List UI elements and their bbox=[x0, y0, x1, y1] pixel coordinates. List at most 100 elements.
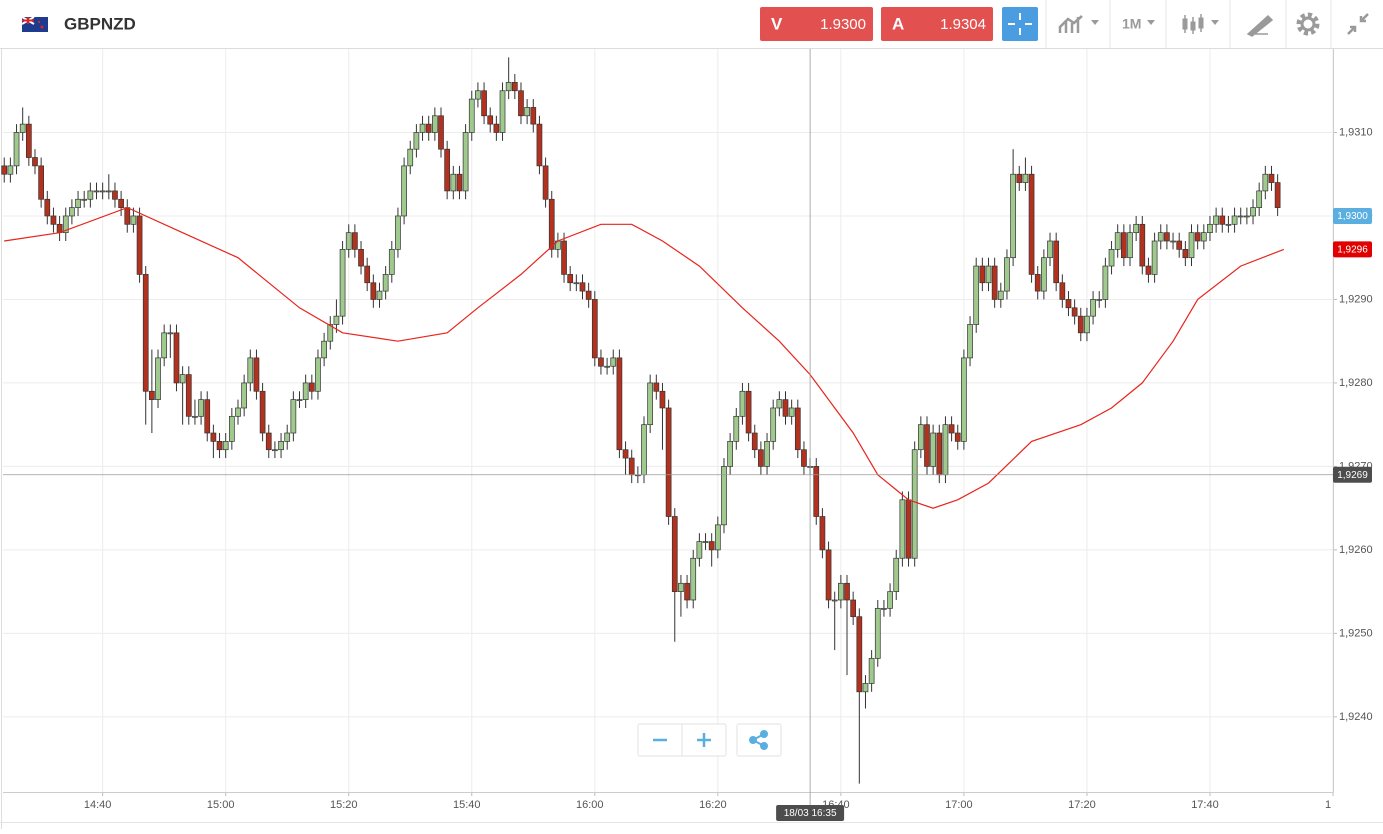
candle-body bbox=[62, 215, 69, 234]
candle-body bbox=[1120, 232, 1127, 259]
sell-button[interactable] bbox=[760, 7, 873, 41]
candle-body bbox=[770, 407, 777, 442]
candle-body bbox=[493, 123, 500, 133]
candle-body bbox=[1151, 240, 1158, 275]
symbol: GBPNZD bbox=[64, 14, 136, 33]
candle-body bbox=[1041, 257, 1047, 292]
candle-body bbox=[198, 399, 204, 417]
candle-body bbox=[395, 215, 401, 250]
candle-body bbox=[38, 165, 44, 200]
x-tick-label: 15:20 bbox=[330, 799, 358, 811]
candle-body bbox=[167, 332, 174, 335]
candle-body bbox=[690, 557, 697, 601]
candle-body bbox=[210, 432, 217, 442]
candle-body bbox=[604, 365, 610, 368]
candle-body bbox=[751, 432, 758, 451]
candle-body bbox=[1065, 299, 1072, 309]
candle-body bbox=[370, 282, 377, 300]
crosshair-icon bbox=[1008, 13, 1032, 35]
candle-body bbox=[1016, 173, 1023, 183]
settings-button[interactable] bbox=[1296, 12, 1320, 36]
candle-body bbox=[505, 82, 512, 92]
crosshair-x-label: 18/03 16:35 bbox=[784, 808, 837, 819]
y-tick-label: 1,9280 bbox=[1339, 377, 1373, 389]
moving-average-line bbox=[4, 206, 1285, 509]
candle-body bbox=[1022, 173, 1029, 183]
candle-body bbox=[548, 198, 555, 250]
candle-body bbox=[591, 299, 598, 359]
candle-body bbox=[997, 290, 1004, 300]
x-tick-label: 15:00 bbox=[207, 799, 235, 811]
candle-body bbox=[1237, 215, 1244, 218]
candle-body bbox=[1102, 265, 1109, 300]
candle-body bbox=[1047, 240, 1053, 259]
candle-body bbox=[936, 432, 943, 476]
candle-body bbox=[721, 466, 727, 526]
candle-body bbox=[1071, 307, 1078, 317]
candle-body bbox=[69, 207, 75, 217]
candle-body bbox=[333, 315, 340, 325]
candle-body bbox=[665, 407, 672, 517]
candle-body bbox=[967, 324, 973, 359]
candle-body bbox=[32, 157, 38, 167]
candle-body bbox=[862, 683, 869, 693]
candle-body bbox=[702, 541, 709, 543]
candle-style-button[interactable] bbox=[1182, 14, 1219, 34]
candle-body bbox=[794, 407, 801, 451]
candle-body bbox=[425, 123, 432, 133]
chart-type-button[interactable] bbox=[1058, 15, 1099, 33]
candle-body bbox=[1274, 182, 1281, 208]
candle-body bbox=[678, 582, 684, 592]
candle-body bbox=[235, 407, 241, 417]
y-tick-label: 1,9290 bbox=[1339, 293, 1373, 305]
interval[interactable]: 1M bbox=[1122, 16, 1141, 32]
candle-body bbox=[50, 215, 57, 225]
candle-body bbox=[87, 190, 94, 200]
collapse-button[interactable] bbox=[1347, 13, 1369, 35]
candle-body bbox=[653, 382, 660, 392]
candle-body bbox=[1010, 173, 1016, 259]
x-tick-label: 17:00 bbox=[945, 799, 973, 811]
candle-body bbox=[241, 382, 247, 409]
zoom-in-button[interactable] bbox=[697, 733, 711, 747]
candle-body bbox=[278, 441, 284, 451]
candle-body bbox=[788, 407, 795, 417]
crosshair-button[interactable] bbox=[1002, 7, 1038, 41]
draw-tool-button[interactable] bbox=[1246, 14, 1274, 37]
candle-body bbox=[173, 332, 180, 384]
candle-body bbox=[25, 123, 32, 158]
candle-body bbox=[432, 115, 438, 133]
candle-body bbox=[1219, 215, 1226, 225]
x-tick-label: 15:40 bbox=[453, 799, 481, 811]
candle-body bbox=[1145, 265, 1152, 275]
candle-body bbox=[1084, 315, 1090, 334]
candle-body bbox=[105, 190, 112, 193]
crosshair-x-badge bbox=[776, 805, 845, 821]
candle-body bbox=[991, 265, 998, 300]
candle-body bbox=[1256, 190, 1263, 208]
candle-body bbox=[413, 132, 420, 150]
candle-body bbox=[456, 173, 463, 192]
share-button[interactable] bbox=[736, 723, 782, 757]
candle-body bbox=[1250, 207, 1256, 217]
y-tick-label: 1,9250 bbox=[1339, 627, 1373, 639]
buy-button[interactable] bbox=[881, 7, 993, 41]
candle-body bbox=[1225, 223, 1232, 226]
candle-body bbox=[696, 541, 703, 559]
candle-body bbox=[917, 424, 924, 451]
candle-body bbox=[481, 90, 487, 117]
candle-body bbox=[1127, 232, 1133, 259]
candle-body bbox=[462, 132, 469, 192]
interval-dropdown[interactable] bbox=[1147, 20, 1155, 25]
candle-body bbox=[339, 249, 346, 317]
candle-body bbox=[684, 582, 690, 601]
candle-body bbox=[475, 90, 481, 100]
candle-body bbox=[1090, 299, 1096, 317]
candle-body bbox=[979, 265, 986, 284]
candle-body bbox=[352, 232, 358, 250]
candle-body bbox=[758, 449, 764, 467]
candle-body bbox=[831, 599, 838, 602]
candle-body bbox=[142, 274, 149, 392]
candle-body bbox=[641, 424, 647, 476]
candle-body bbox=[1139, 223, 1146, 267]
